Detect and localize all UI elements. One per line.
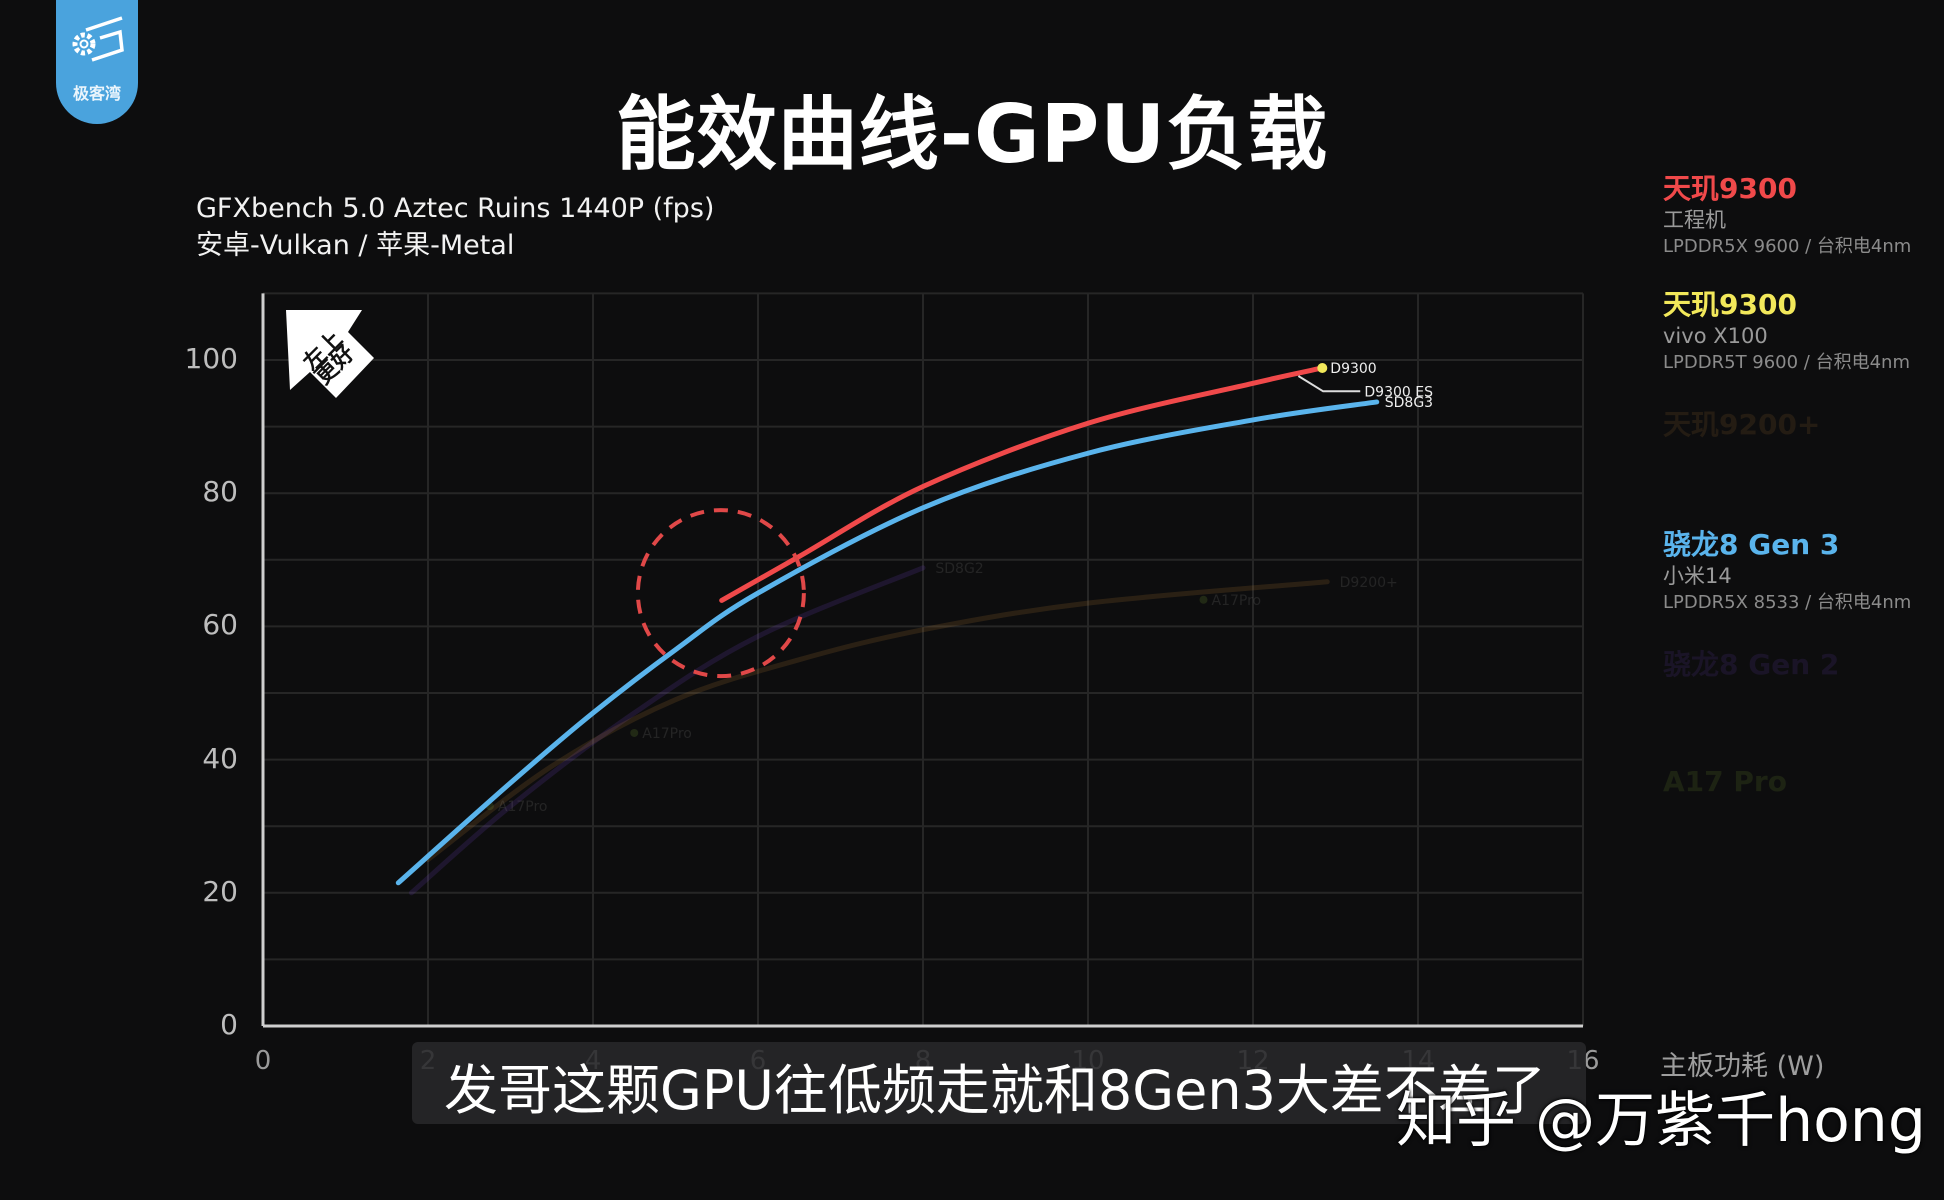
legend-item: 天玑9200+: [1663, 408, 1820, 496]
legend-spec: [1663, 827, 1787, 853]
a17pro-point: [630, 728, 639, 737]
a17pro-label: A17Pro: [642, 726, 692, 742]
legend-device: 工程机: [1663, 208, 1726, 232]
legend-item: 骁龙8 Gen 2: [1663, 648, 1839, 736]
a17pro-point: [1199, 595, 1208, 604]
subtitle-caption-text: 发哥这颗GPU往低频走就和8Gen3大差不差了: [444, 1059, 1546, 1122]
y-tick-label: 0: [220, 1008, 238, 1041]
legend-device: [1663, 682, 1839, 710]
d9300es-label: D9300 ES: [1364, 384, 1433, 400]
page-title: 能效曲线-GPU负载: [615, 88, 1329, 181]
legend-device: vivo X100: [1663, 324, 1768, 348]
legend-chip-name: 骁龙8 Gen 3: [1663, 528, 1840, 561]
legend-chip-name: A17 Pro: [1663, 765, 1787, 798]
legend-item: A17 Pro: [1663, 765, 1787, 853]
legend-chip-name: 天玑9300: [1663, 288, 1797, 321]
y-tick-label: 60: [202, 608, 238, 642]
chart-subtitle: GFXbench 5.0 Aztec Ruins 1440P (fps) 安卓-…: [196, 190, 714, 264]
series-line-sd8g2: [409, 565, 926, 896]
gear-monitor-icon: [72, 16, 124, 62]
x-axis-label: 主板功耗 (W): [1660, 1051, 1825, 1082]
brand-logo: 极客湾: [56, 0, 138, 124]
legend-device: [1663, 799, 1787, 827]
legend-device: 小米14: [1663, 564, 1732, 588]
arrow-up-left-icon: [286, 310, 374, 398]
legend-device: [1663, 442, 1820, 470]
d9300es-leader-line: [1297, 375, 1361, 393]
x-tick-label: 0: [254, 1046, 272, 1076]
subtitle-benchmark: GFXbench 5.0 Aztec Ruins 1440P (fps): [196, 193, 715, 224]
y-tick-label: 100: [184, 342, 238, 375]
y-tick-label: 40: [202, 741, 238, 775]
series-line-sd8g3: [395, 399, 1380, 886]
legend-item: 天玑9300 vivo X100 LPDDR5T 9600 / 台积电4nm: [1663, 288, 1910, 376]
sd8g2-label: SD8G2: [935, 561, 983, 577]
d9200plus-label: D9200+: [1340, 575, 1398, 591]
subtitle-api: 安卓-Vulkan / 苹果-Metal: [196, 230, 515, 261]
legend-chip-name: 骁龙8 Gen 2: [1663, 648, 1840, 681]
brand-name: 极客湾: [72, 84, 121, 103]
highlight-circle: [635, 508, 806, 679]
watermark: 知乎 @万紫千hong: [1396, 1086, 1926, 1156]
a17pro-label: A17Pro: [498, 799, 548, 815]
series-line-d9300es: [719, 365, 1325, 603]
d9300-vivo-point: [1317, 362, 1328, 373]
legend-spec: LPDDR5T 9600 / 台积电4nm: [1663, 352, 1910, 373]
sd8g3-label: SD8G3: [1385, 395, 1433, 411]
legend-chip-name: 天玑9200+: [1663, 408, 1821, 441]
top-left-better-badge: 左上 更好: [286, 310, 374, 398]
legend-spec: LPDDR5X 9600 / 台积电4nm: [1663, 236, 1912, 257]
legend-spec: [1663, 710, 1839, 736]
series-line-d9200: [425, 579, 1330, 862]
d9300-label: D9300: [1330, 361, 1376, 377]
y-tick-label: 20: [202, 874, 238, 908]
legend-item: 天玑9300 工程机 LPDDR5X 9600 / 台积电4nm: [1663, 172, 1911, 260]
subtitle-caption-bar: [412, 1042, 1586, 1124]
legend-item: 骁龙8 Gen 3 小米14 LPDDR5X 8533 / 台积电4nm: [1663, 528, 1911, 616]
a17pro-label: A17Pro: [1212, 593, 1262, 609]
legend-spec: [1663, 470, 1820, 496]
legend-spec: LPDDR5X 8533 / 台积电4nm: [1663, 592, 1912, 613]
y-tick-label: 80: [202, 475, 238, 509]
legend-chip-name: 天玑9300: [1663, 172, 1797, 205]
